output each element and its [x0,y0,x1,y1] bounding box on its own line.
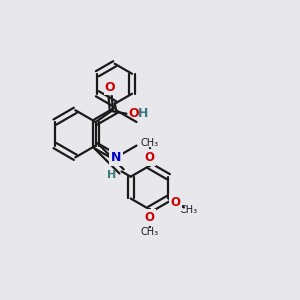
Text: H: H [138,107,148,120]
Text: H: H [114,151,123,160]
Text: CH₃: CH₃ [140,227,159,237]
Text: O: O [145,151,154,164]
Text: N: N [111,151,121,164]
Text: H: H [107,170,116,180]
Text: O: O [105,81,116,94]
Text: O: O [145,211,154,224]
Text: CH₃: CH₃ [140,138,159,148]
Text: O: O [128,107,139,120]
Text: O: O [170,196,181,209]
Text: CH₃: CH₃ [179,205,197,215]
